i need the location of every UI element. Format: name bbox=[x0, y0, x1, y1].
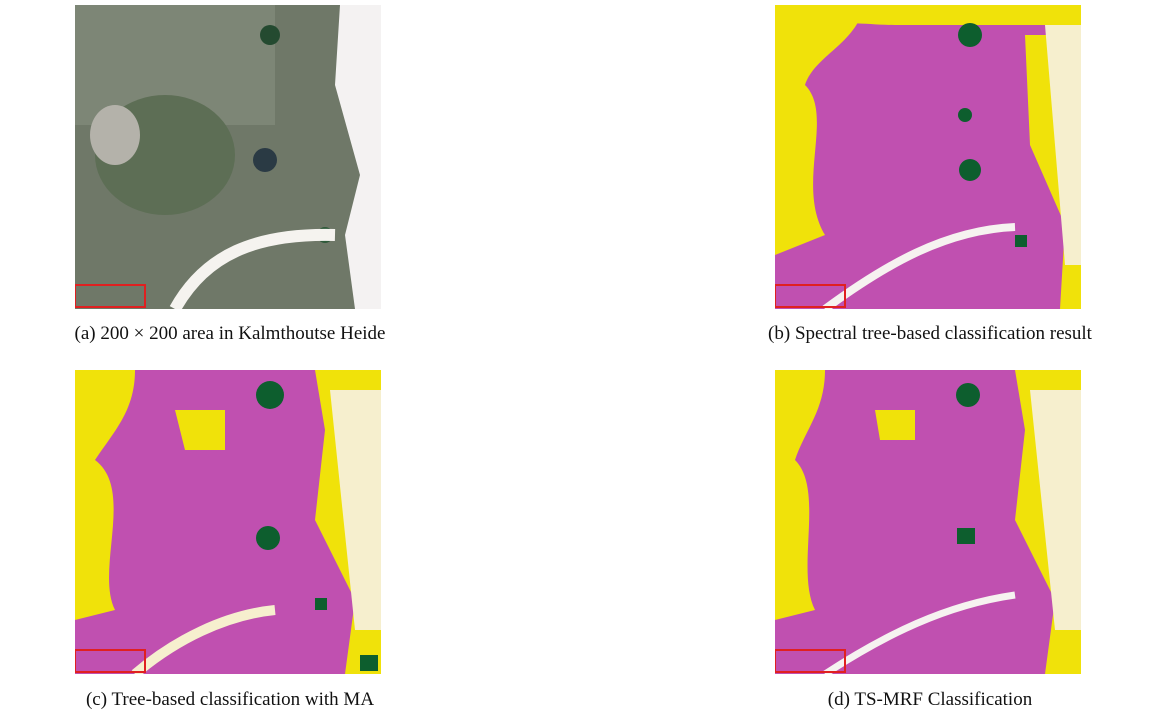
caption: (a) 200 × 200 area in Kalmthoutse Heide bbox=[75, 323, 386, 345]
figure: (a) 200 × 200 area in Kalmthoutse Heide … bbox=[0, 0, 1163, 719]
caption: (c) Tree-based classification with MA bbox=[86, 689, 374, 711]
classification-map bbox=[775, 370, 1081, 674]
classification-map bbox=[75, 370, 381, 674]
satellite-image bbox=[75, 5, 381, 309]
classification-map bbox=[775, 5, 1081, 309]
caption: (b) Spectral tree-based classification r… bbox=[768, 323, 1092, 345]
caption: (d) TS-MRF Classification bbox=[828, 689, 1032, 711]
